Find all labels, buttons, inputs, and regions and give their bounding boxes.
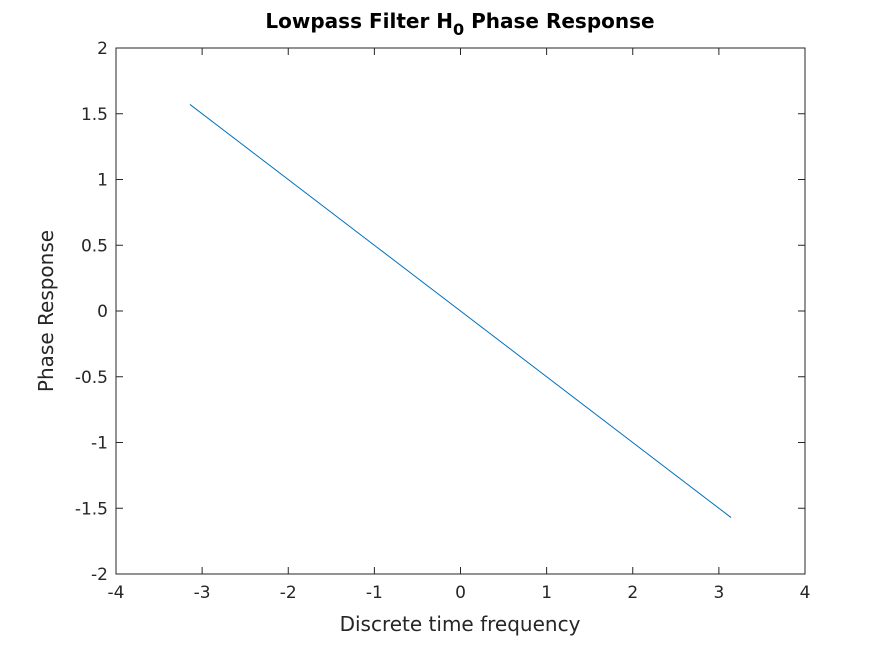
y-axis-label: Phase Response [34, 230, 58, 392]
x-axis-label: Discrete time frequency [340, 612, 581, 636]
chart-title-main: Lowpass Filter H [265, 9, 453, 33]
y-tick-label: 2 [97, 39, 108, 59]
series-line-0 [189, 104, 732, 518]
x-tick-label: 3 [713, 583, 724, 603]
x-tick-label: 4 [800, 583, 811, 603]
x-ticks: -4 -3 -2 -1 0 1 2 3 4 [108, 48, 811, 603]
y-tick-label: 0.5 [81, 236, 108, 256]
y-tick-label: -2 [91, 565, 108, 585]
x-tick-label: -2 [280, 583, 297, 603]
x-tick-label: 0 [455, 583, 466, 603]
x-tick-label: -3 [194, 583, 211, 603]
chart-title-suffix: Phase Response [464, 9, 654, 33]
y-tick-label: 1.5 [81, 105, 108, 125]
series-layer [189, 104, 732, 518]
x-tick-label: 1 [541, 583, 552, 603]
x-tick-label: -4 [108, 583, 125, 603]
y-tick-label: -1.5 [75, 499, 108, 519]
y-tick-label: -0.5 [75, 368, 108, 388]
chart-title-subscript: 0 [453, 20, 464, 39]
y-tick-label: 0 [97, 302, 108, 322]
y-tick-label: 1 [97, 171, 108, 191]
y-ticks: -2 -1.5 -1 -0.5 0 0.5 1 1.5 2 [75, 39, 805, 585]
chart-title: Lowpass Filter H0 Phase Response [265, 9, 654, 39]
x-tick-label: 2 [627, 583, 638, 603]
y-tick-label: -1 [91, 434, 108, 454]
x-tick-label: -1 [366, 583, 383, 603]
